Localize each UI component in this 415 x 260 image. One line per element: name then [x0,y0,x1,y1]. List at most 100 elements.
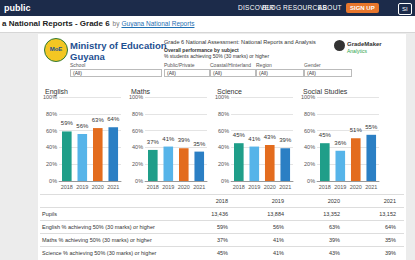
html-text:Maths % achieving 50% (30 mark: Maths % achieving 50% (30 marks) or high… [42,237,152,243]
html-text:(All): (All) [73,70,82,76]
svg-text:20%: 20% [46,161,57,167]
svg-text:2021: 2021 [107,184,119,190]
html-text:(All): (All) [167,70,176,76]
html-text:63%: 63% [329,224,340,230]
svg-text:40%: 40% [218,144,229,150]
svg-text:100%: 100% [129,94,144,100]
html-text:% students achieving 50% (30 m: % students achieving 50% (30 marks) or h… [164,53,270,59]
svg-text:2018: 2018 [319,184,331,190]
svg-text:40%: 40% [46,144,57,150]
html-text:ABOUT: ABOUT [318,4,342,11]
svg-text:43%: 43% [264,134,277,140]
svg-text:0%: 0% [135,178,143,184]
svg-text:55%: 55% [365,124,378,130]
svg-text:80%: 80% [46,111,57,117]
html-text:2021: 2021 [383,198,396,204]
html-text:Region: Region [256,62,272,68]
svg-text:2021: 2021 [365,184,377,190]
svg-text:0%: 0% [49,178,57,184]
svg-text:51%: 51% [350,127,363,133]
html-text:Coastal/Hinterland: Coastal/Hinterland [210,62,252,68]
svg-text:40%: 40% [304,144,315,150]
svg-text:0%: 0% [221,178,229,184]
svg-text:60%: 60% [218,128,229,134]
svg-text:2019: 2019 [162,184,174,190]
html-text:MoE: MoE [49,46,63,52]
html-text:59%: 59% [217,224,228,230]
html-text:64%: 64% [385,224,396,230]
svg-text:56%: 56% [76,123,89,129]
svg-text:80%: 80% [304,111,315,117]
svg-text:2019: 2019 [248,184,260,190]
svg-text:2020: 2020 [92,184,104,190]
svg-text:63%: 63% [92,117,105,123]
svg-text:80%: 80% [218,111,229,117]
html-text:a National Reports - Grade 6 b: a National Reports - Grade 6 by Guyana N… [2,19,195,28]
html-text:Public/Private: Public/Private [164,62,195,68]
svg-text:35%: 35% [193,141,206,147]
html-text:BLOG RESOURCES: BLOG RESOURCES [262,4,327,11]
svg-text:64%: 64% [107,116,120,122]
html-text:SIGN UP: SIGN UP [350,5,375,11]
html-text:(All): (All) [307,70,316,76]
html-text:(All): (All) [259,70,268,76]
html-text:Grade 6 National Assessment: N: Grade 6 National Assessment: National Re… [164,39,316,45]
html-text:2018: 2018 [215,198,228,204]
svg-text:39%: 39% [279,137,292,143]
svg-text:2021: 2021 [193,184,205,190]
svg-text:41%: 41% [248,136,261,142]
html-text:(All): (All) [213,70,222,76]
html-text:13,152: 13,152 [379,211,396,217]
svg-text:2018: 2018 [233,184,245,190]
html-text:2020: 2020 [327,198,340,204]
svg-text:45%: 45% [233,132,246,138]
svg-text:59%: 59% [61,120,74,126]
svg-text:80%: 80% [132,111,143,117]
svg-text:Maths: Maths [131,88,151,95]
svg-text:20%: 20% [218,161,229,167]
svg-text:60%: 60% [46,128,57,134]
svg-text:37%: 37% [147,139,160,145]
html-text:Ministry of Education: Ministry of Education [70,40,167,51]
svg-text:2019: 2019 [334,184,346,190]
svg-text:100%: 100% [301,94,316,100]
html-text:2019: 2019 [271,198,284,204]
svg-text:40%: 40% [132,144,143,150]
svg-text:36%: 36% [334,140,347,146]
html-text:School: School [70,62,86,68]
html-text:public: public [4,3,31,13]
html-text:DISCOVER: DISCOVER [238,4,275,11]
svg-text:60%: 60% [304,128,315,134]
svg-text:20%: 20% [132,161,143,167]
html-text:English % achieving 50% (30 ma: English % achieving 50% (30 marks) or hi… [42,224,155,230]
html-text:13,352: 13,352 [323,211,340,217]
svg-text:2019: 2019 [76,184,88,190]
html-text:GradeMaker: GradeMaker [347,41,382,47]
html-text:Overall performance by subject: Overall performance by subject [164,47,239,53]
svg-text:2018: 2018 [147,184,159,190]
svg-text:39%: 39% [178,137,191,143]
svg-text:41%: 41% [162,136,175,142]
html-text:13,884: 13,884 [267,211,284,217]
html-text:Gender: Gender [304,62,321,68]
svg-text:60%: 60% [132,128,143,134]
svg-text:2020: 2020 [264,184,276,190]
html-text:Analytics: Analytics [347,48,367,54]
svg-text:0%: 0% [307,178,315,184]
svg-text:English: English [45,88,68,96]
html-text:56%: 56% [273,224,284,230]
html-text:Pupils: Pupils [42,211,57,217]
svg-text:Social Studies: Social Studies [303,88,348,95]
svg-text:2020: 2020 [178,184,190,190]
svg-text:100%: 100% [215,94,230,100]
svg-text:45%: 45% [319,132,332,138]
html-text:Guyana: Guyana [70,51,105,62]
svg-text:20%: 20% [304,161,315,167]
svg-text:100%: 100% [43,94,58,100]
svg-text:Science: Science [217,88,242,95]
html-text:SI: SI [402,6,408,12]
svg-text:2020: 2020 [350,184,362,190]
html-text:13,436: 13,436 [211,211,228,217]
svg-text:2021: 2021 [279,184,291,190]
svg-text:2018: 2018 [61,184,73,190]
